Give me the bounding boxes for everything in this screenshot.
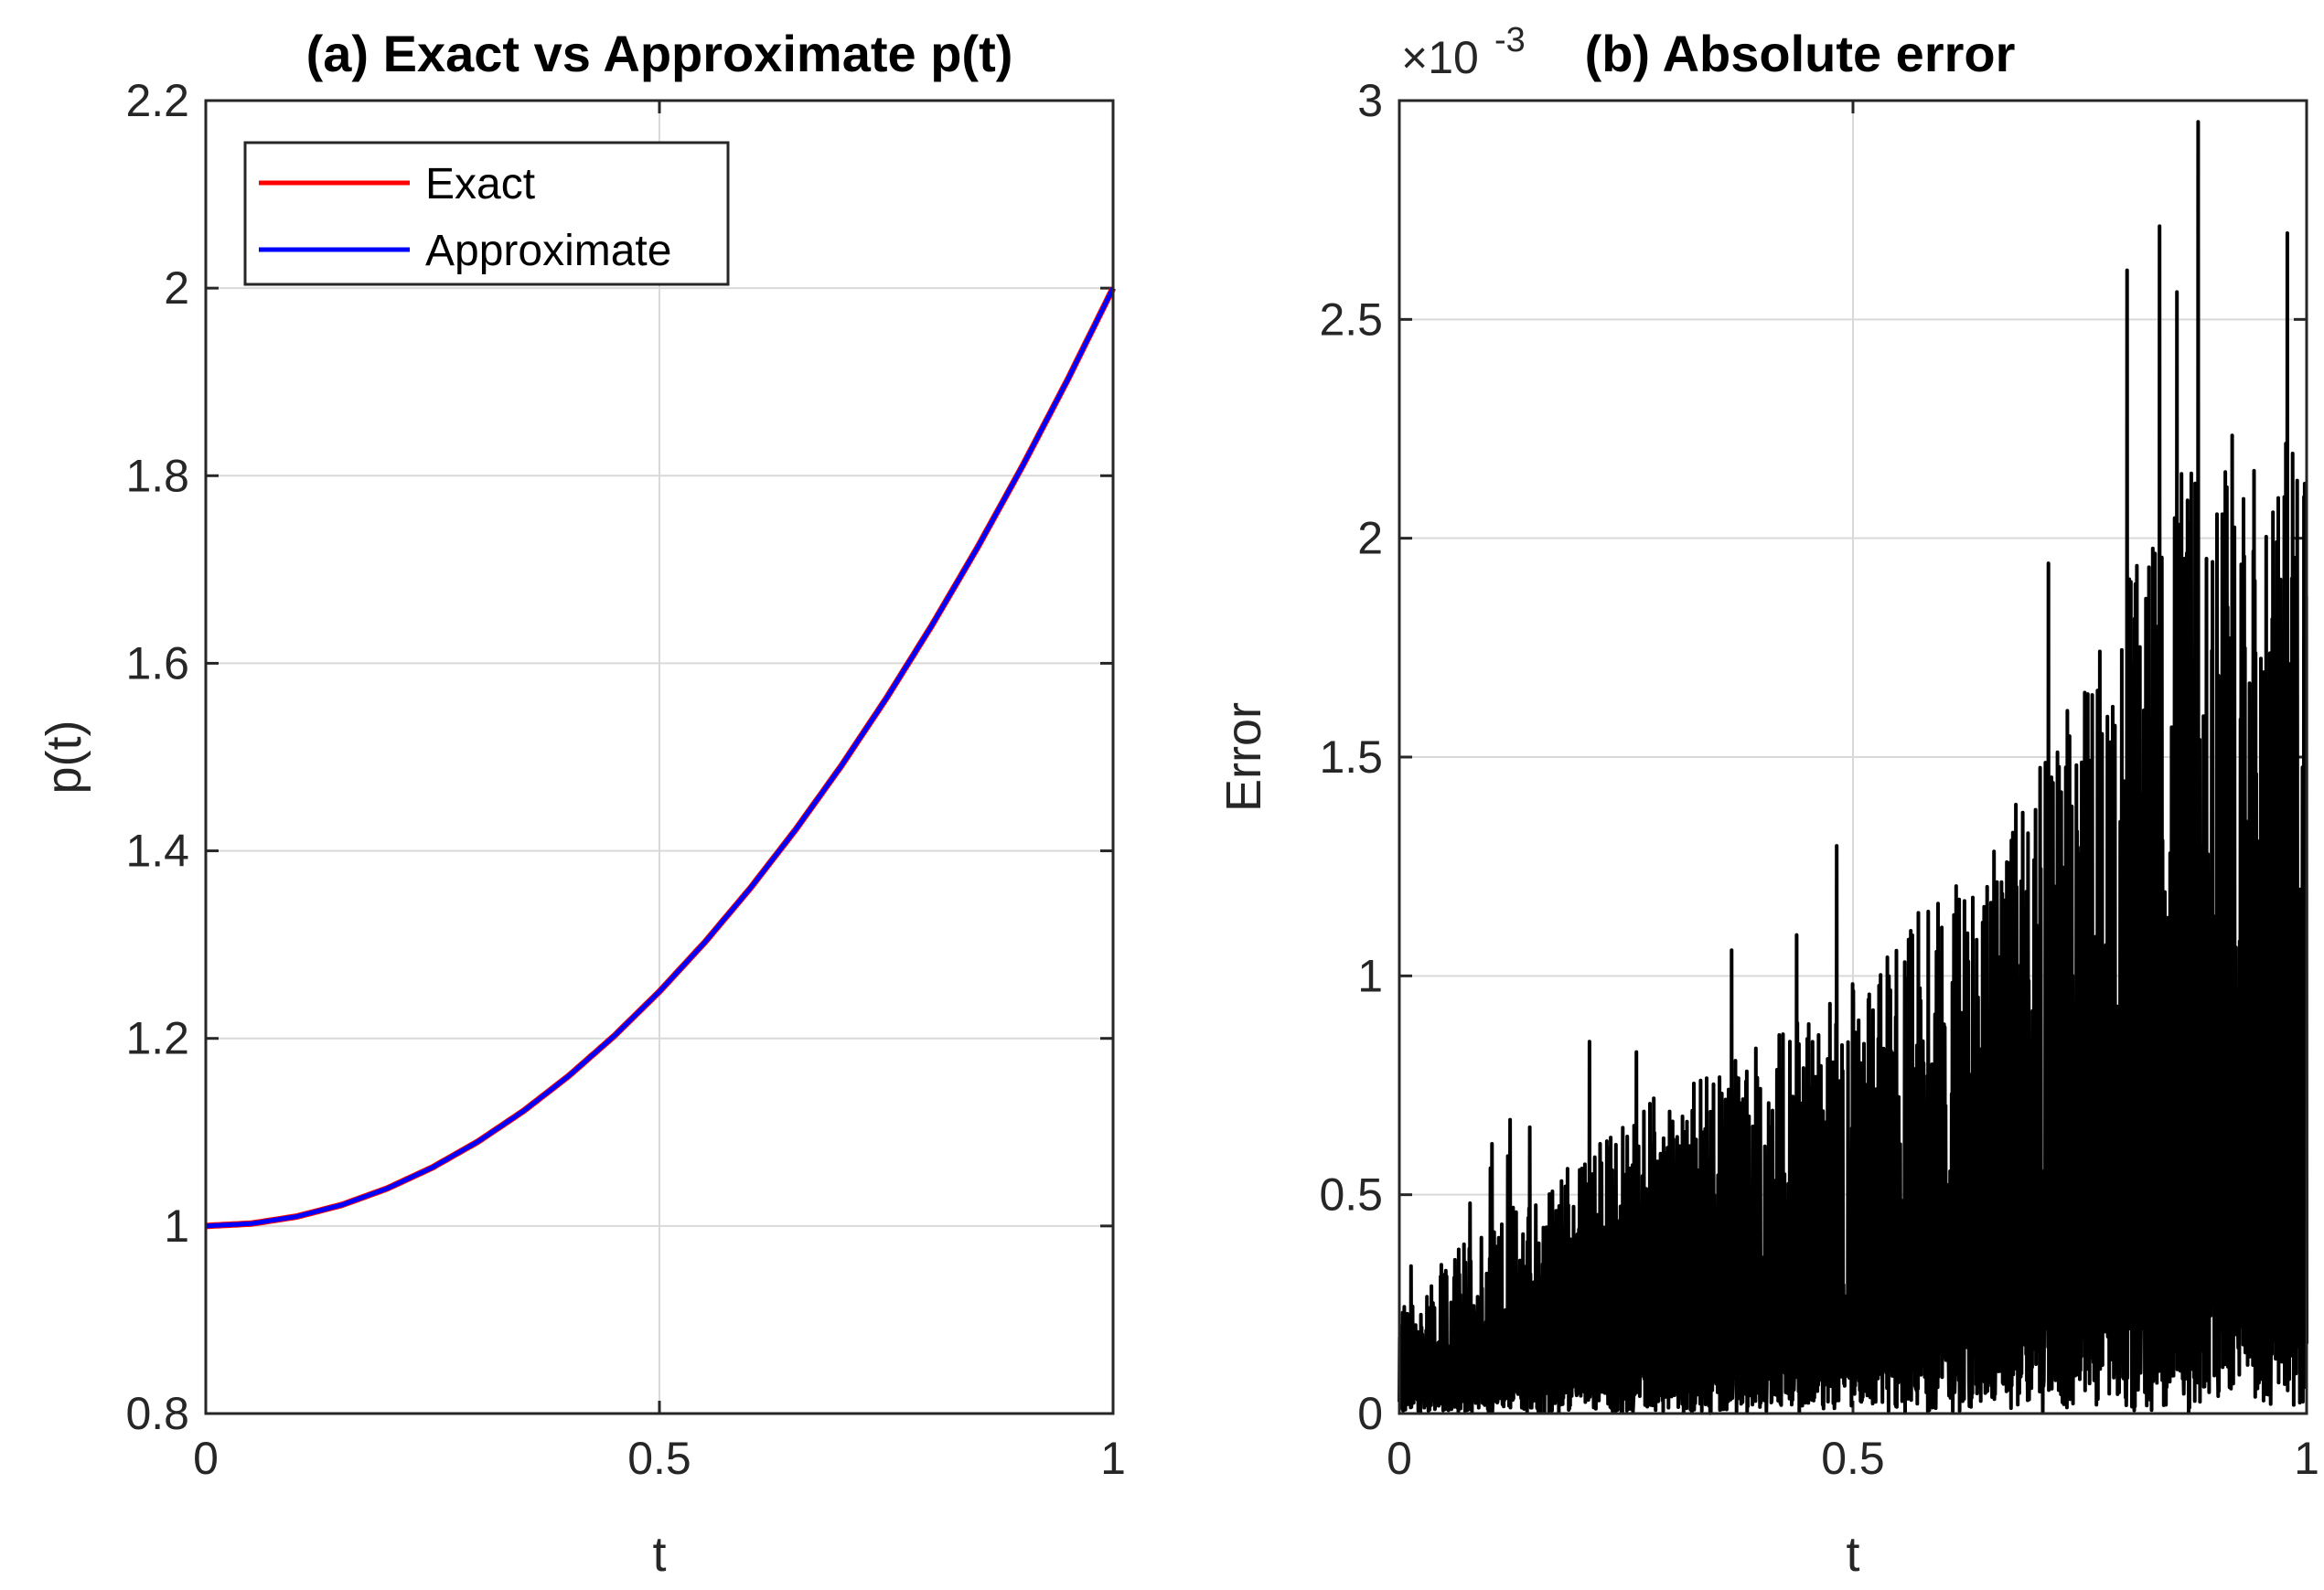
- panel-b-xtick-label: 0: [1387, 1433, 1412, 1484]
- panel-a-exact-vs-approx: 0.8 1 1.2 1.4 1.6 1.8 2 2.2 0 0.5 1 (a) Exact vs A…: [37, 25, 1126, 1582]
- panel-a-ytick-label: 0.8: [125, 1388, 189, 1439]
- panel-b-xtick-label: 1: [2294, 1433, 2319, 1484]
- panel-b-ytick-label: 0: [1357, 1388, 1383, 1439]
- panel-a-lines: [205, 286, 1117, 1230]
- panel-a-legend: Exact Approximate: [243, 141, 730, 286]
- panel-a-xtick-label: 0.5: [627, 1433, 691, 1484]
- panel-a-xtick-label: 0: [193, 1433, 219, 1484]
- legend-label-approximate: Approximate: [425, 227, 671, 275]
- panel-a-grid: [206, 101, 1113, 1414]
- panel-a-ytick-label: 2.2: [125, 75, 189, 126]
- legend-box: [243, 141, 730, 286]
- panel-b-ytick-label: 2: [1357, 513, 1383, 564]
- panel-a-ytick-label: 1: [164, 1201, 189, 1252]
- panel-b-ytick-label: 2.5: [1319, 293, 1383, 345]
- panel-a-ytick-label: 1.6: [125, 637, 189, 688]
- panel-a-xtick-label: 1: [1100, 1433, 1126, 1484]
- panel-b-exponent-base: ×10: [1401, 32, 1479, 83]
- legend-label-exact: Exact: [425, 160, 535, 208]
- panel-a-axes-box: [204, 99, 1115, 1415]
- panel-b-absolute-error: 00.511.522.530 0.5 1 (b) Absolute error t …: [1216, 21, 2319, 1582]
- panel-b-xlabel: t: [1846, 1527, 1859, 1582]
- series-line-error: [1398, 120, 2308, 1415]
- panel-b-title: (b) Absolute error: [1585, 25, 2016, 82]
- panel-a-xlabel: t: [652, 1527, 666, 1582]
- panel-b-ylabel: Error: [1216, 702, 1271, 812]
- panel-a-ticks: 0.8 1 1.2 1.4 1.6 1.8 2 2.2 0 0.5 1: [125, 75, 1125, 1484]
- panel-b-ytick-label: 1: [1357, 950, 1383, 1001]
- panel-b-xtick-label: 0.5: [1821, 1433, 1885, 1484]
- panel-b-axes-box: [1398, 99, 2308, 1415]
- panel-a-ytick-label: 1.8: [125, 450, 189, 501]
- panel-b-exponent-power: -3: [1494, 21, 1526, 59]
- panel-b-ytick-label: 1.5: [1319, 731, 1383, 783]
- panel-b-ytick-label: 0.5: [1319, 1169, 1383, 1221]
- panel-a-ytick-label: 2: [164, 262, 189, 314]
- panel-a-ytick-label: 1.2: [125, 1013, 189, 1064]
- panel-a-ylabel: p(t): [37, 720, 91, 795]
- panel-a-title: (a) Exact vs Approximate p(t): [306, 25, 1013, 82]
- series-line-approximate: [205, 286, 1116, 1229]
- panel-b-ytick-label: 3: [1357, 75, 1383, 126]
- panel-b-lines: [1398, 120, 2308, 1415]
- panel-a-ytick-label: 1.4: [125, 826, 189, 877]
